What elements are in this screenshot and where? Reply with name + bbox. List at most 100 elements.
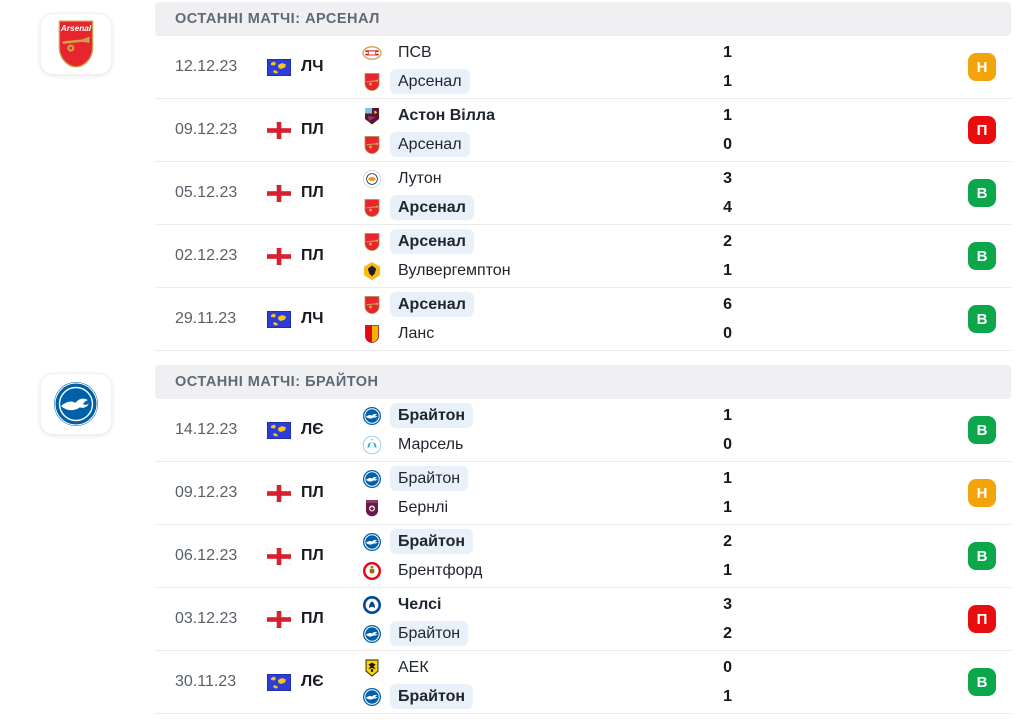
team-name[interactable]: Арсенал [390, 131, 470, 158]
team-name[interactable]: Брайтон [390, 528, 474, 555]
england-flag-icon [267, 247, 291, 265]
team-name[interactable]: ПСВ [398, 43, 432, 61]
section-title: ОСТАННІ МАТЧІ: АРСЕНАЛ [155, 2, 1011, 36]
champions-league-icon [267, 58, 291, 76]
team-score: 2 [723, 624, 732, 642]
team-score: 0 [723, 135, 732, 153]
match-date: 09.12.23 [175, 484, 238, 501]
match-row[interactable]: 09.12.23 ПЛ Астон Вілла 1 [155, 99, 1011, 162]
result-badge-loss: П [968, 116, 996, 144]
team-name[interactable]: Ланс [398, 324, 435, 342]
team-name[interactable]: Арсенал [390, 68, 470, 95]
england-flag-icon [267, 547, 291, 565]
result-badge-win: В [968, 668, 996, 696]
team-name[interactable]: Брайтон [390, 402, 474, 429]
team-name[interactable]: Брайтон [390, 620, 469, 647]
team-score: 3 [723, 595, 732, 613]
brighton-logo-icon [362, 624, 382, 644]
team-score: 1 [723, 72, 732, 90]
match-date: 14.12.23 [175, 421, 238, 438]
team-name[interactable]: АЕК [398, 658, 429, 676]
arsenal-logo-icon [362, 135, 382, 155]
match-row[interactable]: 06.12.23 ПЛ Брайтон 2 [155, 525, 1011, 588]
competition-label: ПЛ [301, 121, 324, 138]
result-badge-draw: Н [968, 479, 996, 507]
result-badge-win: В [968, 416, 996, 444]
competition-label: ПЛ [301, 484, 324, 501]
aston-villa-logo-icon [362, 106, 382, 126]
team-score: 2 [723, 532, 732, 550]
england-flag-icon [267, 610, 291, 628]
england-flag-icon [267, 121, 291, 139]
section-title: ОСТАННІ МАТЧІ: БРАЙТОН [155, 365, 1011, 399]
team-name[interactable]: Марсель [398, 435, 464, 453]
team-score: 1 [723, 469, 732, 487]
section-arsenal: ОСТАННІ МАТЧІ: АРСЕНАЛ 12.12.23 ЛЧ ПСВ 1 [155, 2, 1011, 351]
team-score: 3 [723, 169, 732, 187]
arsenal-logo-icon [362, 198, 382, 218]
result-badge-win: В [968, 305, 996, 333]
match-row[interactable]: 12.12.23 ЛЧ ПСВ 1 [155, 36, 1011, 99]
competition-label: ЛЧ [301, 58, 324, 75]
burnley-logo-icon [362, 498, 382, 518]
wolves-logo-icon [362, 261, 382, 281]
team-score: 6 [723, 295, 732, 313]
competition-label: ПЛ [301, 247, 324, 264]
competition-label: ЛЧ [301, 310, 324, 327]
europa-league-icon [267, 673, 291, 691]
team-name[interactable]: Арсенал [390, 194, 474, 221]
competition-label: ПЛ [301, 547, 324, 564]
team-score: 0 [723, 324, 732, 342]
team-score: 1 [723, 43, 732, 61]
brighton-logo-icon [362, 532, 382, 552]
team-name[interactable]: Астон Вілла [398, 106, 495, 124]
chelsea-logo-icon [362, 595, 382, 615]
brighton-logo-icon [362, 687, 382, 707]
match-row[interactable]: 14.12.23 ЛЄ Брайтон 1 [155, 399, 1011, 462]
match-row[interactable]: 02.12.23 ПЛ Арсенал 2 [155, 225, 1011, 288]
champions-league-icon [267, 310, 291, 328]
arsenal-logo-card: Arsenal [40, 13, 112, 75]
result-badge-win: В [968, 542, 996, 570]
competition-label: ЛЄ [301, 673, 324, 690]
match-date: 06.12.23 [175, 547, 238, 564]
team-name[interactable]: Брайтон [390, 465, 469, 492]
match-date: 12.12.23 [175, 58, 238, 75]
team-score: 1 [723, 106, 732, 124]
team-name[interactable]: Лутон [398, 169, 442, 187]
match-row[interactable]: 29.11.23 ЛЧ Арсенал 6 [155, 288, 1011, 351]
competition-label: ПЛ [301, 610, 324, 627]
team-score: 0 [723, 658, 732, 676]
match-date: 30.11.23 [175, 673, 237, 690]
match-date: 05.12.23 [175, 184, 238, 201]
team-name[interactable]: Брентфорд [398, 561, 483, 579]
team-name[interactable]: Брайтон [390, 683, 474, 710]
match-row[interactable]: 30.11.23 ЛЄ АЕК 0 [155, 651, 1011, 714]
psv-logo-icon [362, 43, 382, 63]
team-name[interactable]: Бернлі [398, 498, 449, 516]
result-badge-loss: П [968, 605, 996, 633]
match-date: 02.12.23 [175, 247, 238, 264]
match-row[interactable]: 05.12.23 ПЛ Лутон 3 [155, 162, 1011, 225]
luton-logo-icon [362, 169, 382, 189]
team-score: 1 [723, 498, 732, 516]
section-brighton: ОСТАННІ МАТЧІ: БРАЙТОН 14.12.23 ЛЄ Брайт… [155, 365, 1011, 714]
arsenal-logo-icon [362, 232, 382, 252]
lens-logo-icon [362, 324, 382, 344]
match-date: 09.12.23 [175, 121, 238, 138]
arsenal-crest-icon: Arsenal [53, 18, 99, 70]
england-flag-icon [267, 184, 291, 202]
team-name[interactable]: Челсі [398, 595, 442, 613]
europa-league-icon [267, 421, 291, 439]
team-name[interactable]: Арсенал [390, 228, 474, 255]
team-name[interactable]: Арсенал [390, 291, 474, 318]
match-date: 29.11.23 [175, 310, 237, 327]
competition-label: ЛЄ [301, 421, 324, 438]
team-score: 1 [723, 687, 732, 705]
team-name[interactable]: Вулвергемптон [398, 261, 511, 279]
team-score: 4 [723, 198, 732, 216]
match-row[interactable]: 09.12.23 ПЛ Брайтон 1 [155, 462, 1011, 525]
match-row[interactable]: 03.12.23 ПЛ Челсі 3 [155, 588, 1011, 651]
brighton-logo-icon [362, 469, 382, 489]
team-score: 1 [723, 261, 732, 279]
